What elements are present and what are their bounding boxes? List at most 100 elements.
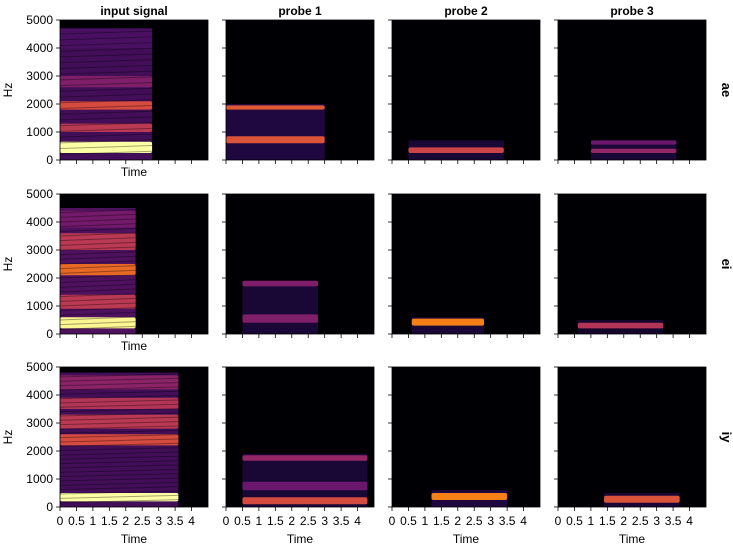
harmonic-line — [59, 438, 179, 443]
harmonic-line — [59, 451, 179, 456]
harmonic-line — [59, 390, 179, 395]
harmonic-line — [59, 283, 136, 288]
harmonic-line — [59, 241, 136, 246]
harmonic-line — [59, 434, 179, 439]
row-title: ae — [719, 83, 733, 97]
harmonic-line — [59, 274, 136, 279]
harmonic-line — [59, 209, 136, 214]
formant-band — [60, 76, 153, 88]
harmonic-line — [59, 213, 136, 218]
harmonic-line — [59, 269, 136, 274]
panel-frame — [225, 366, 375, 508]
y-tick-label: 1000 — [26, 125, 53, 139]
y-tick-label: 4000 — [26, 215, 53, 229]
panel-frame — [59, 193, 209, 335]
harmonic-line — [59, 460, 179, 465]
x-tick-label: 2.5 — [134, 514, 151, 528]
x-tick-label: 3.5 — [499, 514, 516, 528]
formant-band — [590, 140, 677, 145]
harmonic-line — [59, 403, 179, 408]
harmonic-line — [59, 325, 136, 330]
panel-0-3 — [558, 20, 706, 160]
energy-region — [226, 104, 325, 160]
panel-2-2 — [392, 367, 540, 507]
panel-1-2 — [392, 194, 540, 334]
x-axis-label: Time — [121, 339, 148, 353]
formant-band — [577, 322, 664, 329]
harmonic-line — [59, 373, 179, 378]
panel-frame — [59, 366, 209, 508]
harmonic-line — [59, 386, 179, 391]
harmonic-line — [59, 260, 136, 265]
harmonic-line — [59, 316, 136, 321]
y-tick-label: 0 — [46, 500, 53, 514]
formant-band — [60, 28, 153, 48]
harmonic-line — [59, 150, 153, 155]
harmonic-line — [59, 246, 136, 251]
x-tick-label: 0 — [555, 514, 562, 528]
harmonic-line — [59, 133, 153, 138]
harmonic-line — [59, 307, 136, 312]
panel-frame — [225, 19, 375, 161]
x-tick-label: 2 — [620, 514, 627, 528]
energy-region — [60, 28, 153, 161]
formant-band — [60, 294, 136, 309]
x-tick-label: 0.5 — [234, 514, 251, 528]
harmonic-line — [59, 93, 153, 98]
harmonic-line — [59, 442, 179, 447]
panel-frame — [59, 19, 209, 161]
formant-band — [242, 455, 368, 461]
harmonic-line — [59, 99, 153, 104]
harmonic-line — [59, 321, 136, 326]
formant-band — [60, 123, 153, 132]
y-tick-label: 0 — [46, 327, 53, 341]
x-tick-label: 3.5 — [333, 514, 350, 528]
harmonic-line — [59, 416, 179, 421]
y-tick-label: 1000 — [26, 299, 53, 313]
harmonic-line — [59, 297, 136, 302]
harmonic-line — [59, 468, 179, 473]
harmonic-line — [59, 53, 153, 58]
x-tick-label: 4 — [354, 514, 361, 528]
y-tick-label: 5000 — [26, 360, 53, 374]
formant-band — [408, 147, 504, 153]
formant-band — [411, 318, 485, 326]
formant-band — [242, 314, 319, 323]
harmonic-line — [59, 82, 153, 87]
y-tick-label: 3000 — [26, 243, 53, 257]
harmonic-line — [59, 87, 153, 92]
x-tick-label: 1.5 — [267, 514, 284, 528]
formant-band — [60, 233, 136, 250]
harmonic-line — [59, 293, 136, 298]
row-title: iy — [719, 432, 733, 444]
harmonic-line — [59, 490, 179, 495]
x-axis-label: Time — [453, 532, 480, 546]
panel-frame — [391, 366, 541, 508]
harmonic-line — [59, 425, 179, 430]
harmonic-line — [59, 255, 136, 260]
x-tick-label: 2.5 — [300, 514, 317, 528]
harmonic-line — [59, 116, 153, 121]
formant-band — [60, 101, 153, 110]
panel-frame — [225, 193, 375, 335]
harmonic-line — [59, 481, 179, 486]
formant-band — [60, 375, 179, 390]
harmonic-line — [59, 127, 153, 132]
harmonic-line — [59, 408, 179, 413]
formant-band — [242, 280, 319, 287]
harmonic-line — [59, 223, 136, 228]
x-axis-label: Time — [287, 532, 314, 546]
row-title: ei — [719, 259, 733, 270]
y-axis-label: Hz — [1, 430, 15, 445]
x-tick-label: 2.5 — [632, 514, 649, 528]
harmonic-line — [59, 447, 179, 452]
x-tick-label: 2.5 — [466, 514, 483, 528]
harmonic-line — [59, 145, 153, 150]
y-tick-label: 5000 — [26, 187, 53, 201]
x-tick-label: 1.5 — [599, 514, 616, 528]
harmonic-line — [59, 218, 136, 223]
y-tick-label: 3000 — [26, 69, 53, 83]
formant-band — [604, 495, 680, 503]
y-tick-label: 1000 — [26, 472, 53, 486]
